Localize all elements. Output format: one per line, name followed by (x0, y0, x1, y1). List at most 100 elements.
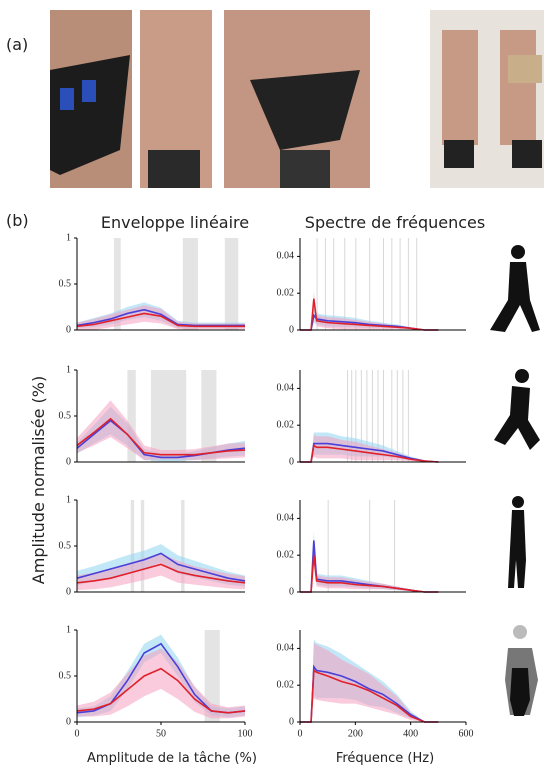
y-tick-label: 0.04 (277, 383, 295, 394)
mean-line (76, 417, 246, 456)
y-tick-label: 0 (66, 586, 71, 597)
y-tick-label: 0.5 (59, 670, 72, 681)
column-title: Enveloppe linéaire (101, 213, 249, 232)
y-tick-label: 0.02 (277, 419, 295, 430)
std-band (77, 305, 245, 330)
significance-region (402, 370, 404, 462)
significance-region (316, 238, 318, 330)
std-band (300, 291, 439, 330)
std-band (77, 400, 245, 461)
significance-region (140, 500, 145, 592)
significance-region (369, 500, 371, 592)
significance-region (371, 370, 373, 462)
y-tick-label: 0 (66, 456, 71, 467)
mean-line (76, 667, 246, 714)
mean-line (300, 555, 439, 593)
electrode (82, 80, 96, 102)
significance-region (333, 238, 335, 330)
significance-region (324, 238, 326, 330)
significance-region (130, 500, 135, 592)
significance-region (355, 370, 357, 462)
photo-shoe (148, 150, 200, 188)
significance-region (150, 370, 187, 462)
significance-region (327, 500, 329, 592)
significance-region (407, 238, 409, 330)
silhouette (512, 496, 524, 508)
significance-region (224, 238, 239, 330)
significance-region (113, 238, 121, 330)
x-tick-label: 100 (238, 728, 253, 739)
x-tick-label: 400 (403, 728, 418, 739)
x-tick-label: 50 (156, 728, 166, 739)
x-tick-label: 200 (348, 728, 363, 739)
y-tick-label: 0.5 (59, 278, 72, 289)
mean-line (300, 298, 439, 331)
y-tick-label: 0.5 (59, 410, 72, 421)
mean-line (76, 563, 246, 584)
significance-region (383, 370, 384, 462)
significance-region (360, 370, 362, 462)
x-tick-label: 0 (75, 728, 80, 739)
x-axis-title: Amplitude de la tâche (%) (87, 751, 257, 766)
std-band (77, 553, 245, 591)
mean-line (300, 444, 439, 463)
mean-line (300, 442, 439, 463)
y-tick-label: 0.02 (277, 287, 295, 298)
significance-region (391, 370, 393, 462)
y-tick-label: 1 (66, 494, 71, 505)
silhouette (494, 386, 540, 450)
significance-region (182, 238, 198, 330)
significance-region (347, 370, 349, 462)
silhouette (510, 668, 530, 716)
significance-region (377, 370, 379, 462)
significance-region (394, 500, 396, 592)
significance-region (181, 500, 185, 592)
y-tick-label: 1 (66, 232, 71, 243)
y-tick-label: 0.02 (277, 679, 295, 690)
y-tick-label: 0 (289, 716, 294, 727)
photo-shoe (512, 140, 542, 168)
y-tick-label: 0 (289, 586, 294, 597)
significance-region (391, 238, 393, 330)
photo-band (250, 70, 360, 150)
photo-band (50, 55, 130, 175)
significance-region (396, 370, 398, 462)
photo-leg (500, 30, 536, 145)
silhouette (513, 625, 527, 639)
y-tick-label: 0.02 (277, 549, 295, 560)
silhouettes (490, 245, 540, 716)
photo-leg (442, 30, 478, 145)
x-tick-label: 0 (298, 728, 303, 739)
photo-band (508, 55, 542, 83)
panel-label: (a) (6, 35, 28, 54)
mean-line (76, 312, 245, 328)
photo-shoe (444, 140, 474, 168)
y-tick-label: 0.04 (277, 513, 295, 524)
significance-region (355, 238, 357, 330)
silhouette (508, 510, 526, 588)
significance-region (383, 238, 384, 330)
std-band (300, 531, 439, 592)
significance-region (399, 238, 401, 330)
significance-region (351, 370, 353, 462)
silhouette (490, 262, 540, 332)
silhouette (515, 369, 529, 383)
mean-line (300, 664, 439, 723)
silhouette (511, 245, 525, 259)
y-tick-label: 1 (66, 364, 71, 375)
photos (50, 10, 544, 188)
std-band (300, 434, 439, 462)
significance-region (369, 238, 371, 330)
y-tick-label: 0.04 (277, 251, 295, 262)
y-tick-label: 0.04 (277, 643, 295, 654)
photo-shoe (280, 150, 330, 188)
x-tick-label: 600 (459, 728, 474, 739)
std-band (77, 648, 245, 719)
mean-line (300, 669, 439, 723)
y-tick-label: 0 (66, 716, 71, 727)
significance-region (127, 370, 136, 462)
significance-region (416, 238, 418, 330)
significance-region (201, 370, 217, 462)
mean-line (76, 308, 245, 327)
